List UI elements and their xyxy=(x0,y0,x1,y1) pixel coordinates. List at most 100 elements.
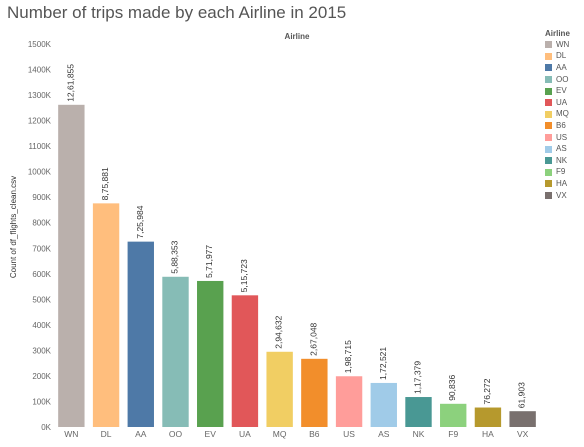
y-tick-label: 900K xyxy=(32,193,51,202)
x-tick-label-mq: MQ xyxy=(273,429,287,439)
legend-item-ev[interactable]: EV xyxy=(545,85,584,97)
x-tick-label-ua: UA xyxy=(239,429,251,439)
legend-label: F9 xyxy=(556,167,566,177)
bar-ua[interactable] xyxy=(231,295,259,427)
x-tick-label-as: AS xyxy=(378,429,390,439)
x-tick-label-dl: DL xyxy=(101,429,112,439)
data-label-ua: 5,15,723 xyxy=(239,259,249,292)
y-tick-label: 800K xyxy=(32,219,51,228)
legend: Airline WN DL AA OO EV UA MQ B6 US AS NK F9 HA VX xyxy=(545,28,584,201)
legend-item-us[interactable]: US xyxy=(545,132,584,144)
legend-label: EV xyxy=(556,86,567,96)
legend-swatch xyxy=(545,87,552,95)
legend-swatch xyxy=(545,192,552,200)
data-label-ha: 76,272 xyxy=(482,378,492,404)
legend-item-ha[interactable]: HA xyxy=(545,178,584,190)
legend-label: US xyxy=(556,132,568,142)
bar-vx[interactable] xyxy=(509,411,536,427)
legend-swatch xyxy=(545,134,552,142)
legend-item-vx[interactable]: VX xyxy=(545,190,584,202)
bars xyxy=(58,104,536,427)
x-tick-label-b6: B6 xyxy=(309,429,320,439)
y-tick-label: 300K xyxy=(32,346,51,355)
legend-swatch xyxy=(545,110,552,118)
legend-label: NK xyxy=(556,155,568,165)
y-tick-label: 200K xyxy=(32,372,51,381)
legend-label: UA xyxy=(556,97,568,107)
data-label-f9: 90,836 xyxy=(447,375,457,401)
legend-item-f9[interactable]: F9 xyxy=(545,167,584,179)
legend-label: WN xyxy=(556,39,570,49)
legend-item-wn[interactable]: WN xyxy=(545,39,584,51)
y-tick-label: 1200K xyxy=(28,117,52,126)
legend-swatch xyxy=(545,157,552,165)
data-label-us: 1,98,715 xyxy=(343,340,353,373)
x-tick-label-oo: OO xyxy=(169,429,183,439)
bar-as[interactable] xyxy=(370,382,397,427)
y-tick-label: 100K xyxy=(32,397,51,406)
x-tick-label-aa: AA xyxy=(135,429,147,439)
bar-b6[interactable] xyxy=(301,358,328,427)
legend-item-ua[interactable]: UA xyxy=(545,97,584,109)
bar-oo[interactable] xyxy=(162,276,189,427)
bar-ev[interactable] xyxy=(197,280,224,427)
data-label-b6: 2,67,048 xyxy=(308,322,318,355)
bar-mq[interactable] xyxy=(266,351,293,427)
y-tick-label: 1000K xyxy=(28,168,52,177)
y-axis-ticks: 0K 100K 200K 300K 400K 500K 600K 700K 800K 900K 10… xyxy=(28,40,52,432)
bar-wn[interactable] xyxy=(58,104,85,427)
data-label-oo: 5,88,353 xyxy=(170,240,180,273)
legend-item-nk[interactable]: NK xyxy=(545,155,584,167)
column-header: Airline xyxy=(285,32,310,41)
bar-dl[interactable] xyxy=(92,203,120,427)
y-tick-label: 0K xyxy=(41,423,51,432)
bar-ha[interactable] xyxy=(474,407,502,427)
legend-swatch xyxy=(545,52,552,60)
legend-label: MQ xyxy=(556,109,569,119)
x-tick-label-vx: VX xyxy=(517,429,529,439)
bar-us[interactable] xyxy=(335,376,363,427)
x-tick-label-nk: NK xyxy=(413,429,425,439)
bar-nk[interactable] xyxy=(405,397,432,427)
x-tick-label-ha: HA xyxy=(482,429,494,439)
data-label-dl: 8,75,881 xyxy=(100,167,110,200)
legend-swatch xyxy=(545,145,552,153)
x-tick-label-us: US xyxy=(343,429,355,439)
y-tick-label: 600K xyxy=(32,270,51,279)
legend-swatch xyxy=(545,64,552,72)
legend-item-dl[interactable]: DL xyxy=(545,51,584,63)
legend-item-aa[interactable]: AA xyxy=(545,62,584,74)
y-tick-label: 1300K xyxy=(28,91,52,100)
data-label-as: 1,72,521 xyxy=(378,347,388,380)
legend-item-mq[interactable]: MQ xyxy=(545,109,584,121)
legend-item-b6[interactable]: B6 xyxy=(545,120,584,132)
y-tick-label: 1500K xyxy=(28,40,52,49)
legend-swatch xyxy=(545,41,552,49)
x-axis-ticks: WN DL AA OO EV UA MQ B6 US AS NK F9 HA VX xyxy=(64,429,528,439)
bar-aa[interactable] xyxy=(127,241,154,427)
legend-title: Airline xyxy=(545,29,570,38)
y-tick-label: 700K xyxy=(32,244,51,253)
legend-swatch xyxy=(545,76,552,84)
legend-swatch xyxy=(545,122,552,130)
legend-label: DL xyxy=(556,51,567,61)
legend-label: B6 xyxy=(556,120,566,130)
bar-data-labels: 12,61,855 8,75,881 7,25,984 5,88,353 5,71,97… xyxy=(65,64,526,408)
data-label-nk: 1,17,379 xyxy=(413,361,423,394)
y-tick-label: 1100K xyxy=(28,142,51,151)
legend-item-oo[interactable]: OO xyxy=(545,74,584,86)
legend-swatch xyxy=(545,180,552,188)
y-tick-label: 400K xyxy=(32,321,51,330)
x-tick-label-ev: EV xyxy=(205,429,217,439)
bar-f9[interactable] xyxy=(440,403,467,427)
legend-items: WN DL AA OO EV UA MQ B6 US AS NK F9 HA VX xyxy=(545,39,584,201)
data-label-mq: 2,94,632 xyxy=(274,315,284,348)
legend-swatch xyxy=(545,99,552,107)
data-label-aa: 7,25,984 xyxy=(135,205,145,238)
x-tick-label-wn: WN xyxy=(64,429,78,439)
legend-item-as[interactable]: AS xyxy=(545,143,584,155)
data-label-wn: 12,61,855 xyxy=(65,64,75,102)
data-label-ev: 5,71,977 xyxy=(204,245,214,278)
legend-label: OO xyxy=(556,74,569,84)
legend-label: HA xyxy=(556,178,568,188)
